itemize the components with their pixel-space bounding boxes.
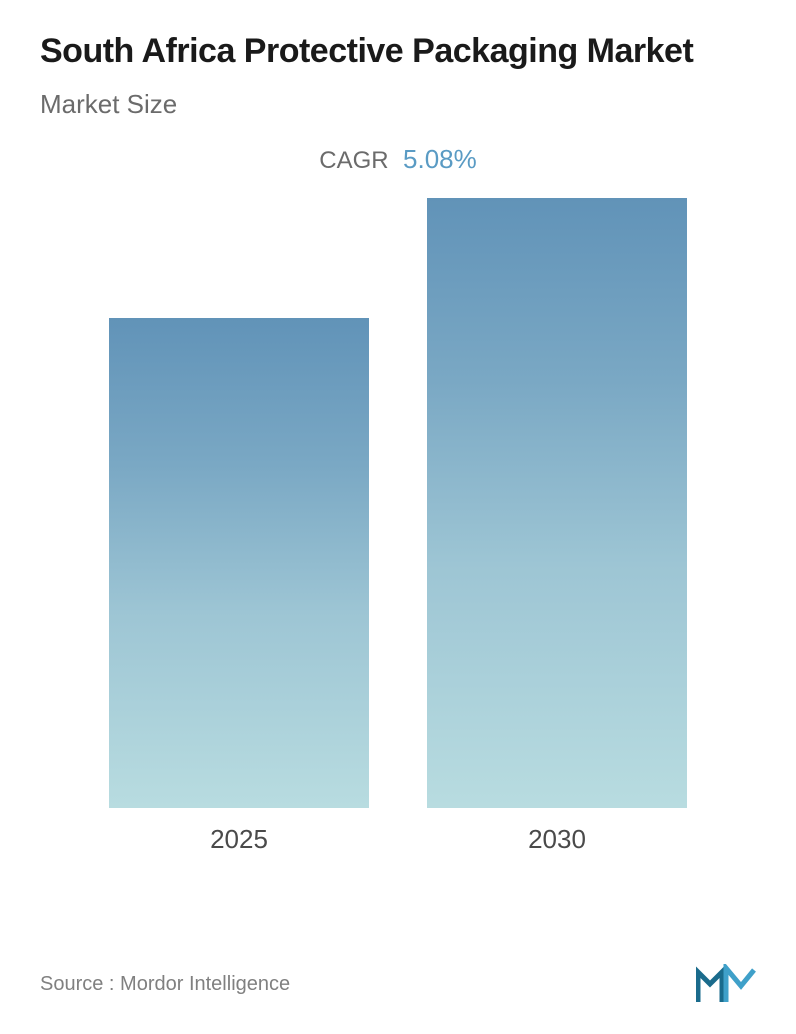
- cagr-value: 5.08%: [403, 144, 477, 174]
- bar-chart: 2025 2030: [40, 215, 756, 855]
- bar-label-2030: 2030: [528, 824, 586, 855]
- cagr-label: CAGR: [319, 147, 388, 174]
- bar-label-2025: 2025: [210, 824, 268, 855]
- chart-title: South Africa Protective Packaging Market: [40, 30, 756, 73]
- bar-2025: [109, 318, 369, 808]
- source-text: Source : Mordor Intelligence: [40, 973, 290, 996]
- bar-2030: [427, 198, 687, 808]
- logo-icon: [696, 964, 756, 1004]
- bar-group-2025: 2025: [80, 318, 398, 855]
- cagr-row: CAGR 5.08%: [40, 144, 756, 175]
- footer: Source : Mordor Intelligence: [40, 964, 756, 1004]
- bar-group-2030: 2030: [398, 198, 716, 855]
- chart-subtitle: Market Size: [40, 89, 756, 120]
